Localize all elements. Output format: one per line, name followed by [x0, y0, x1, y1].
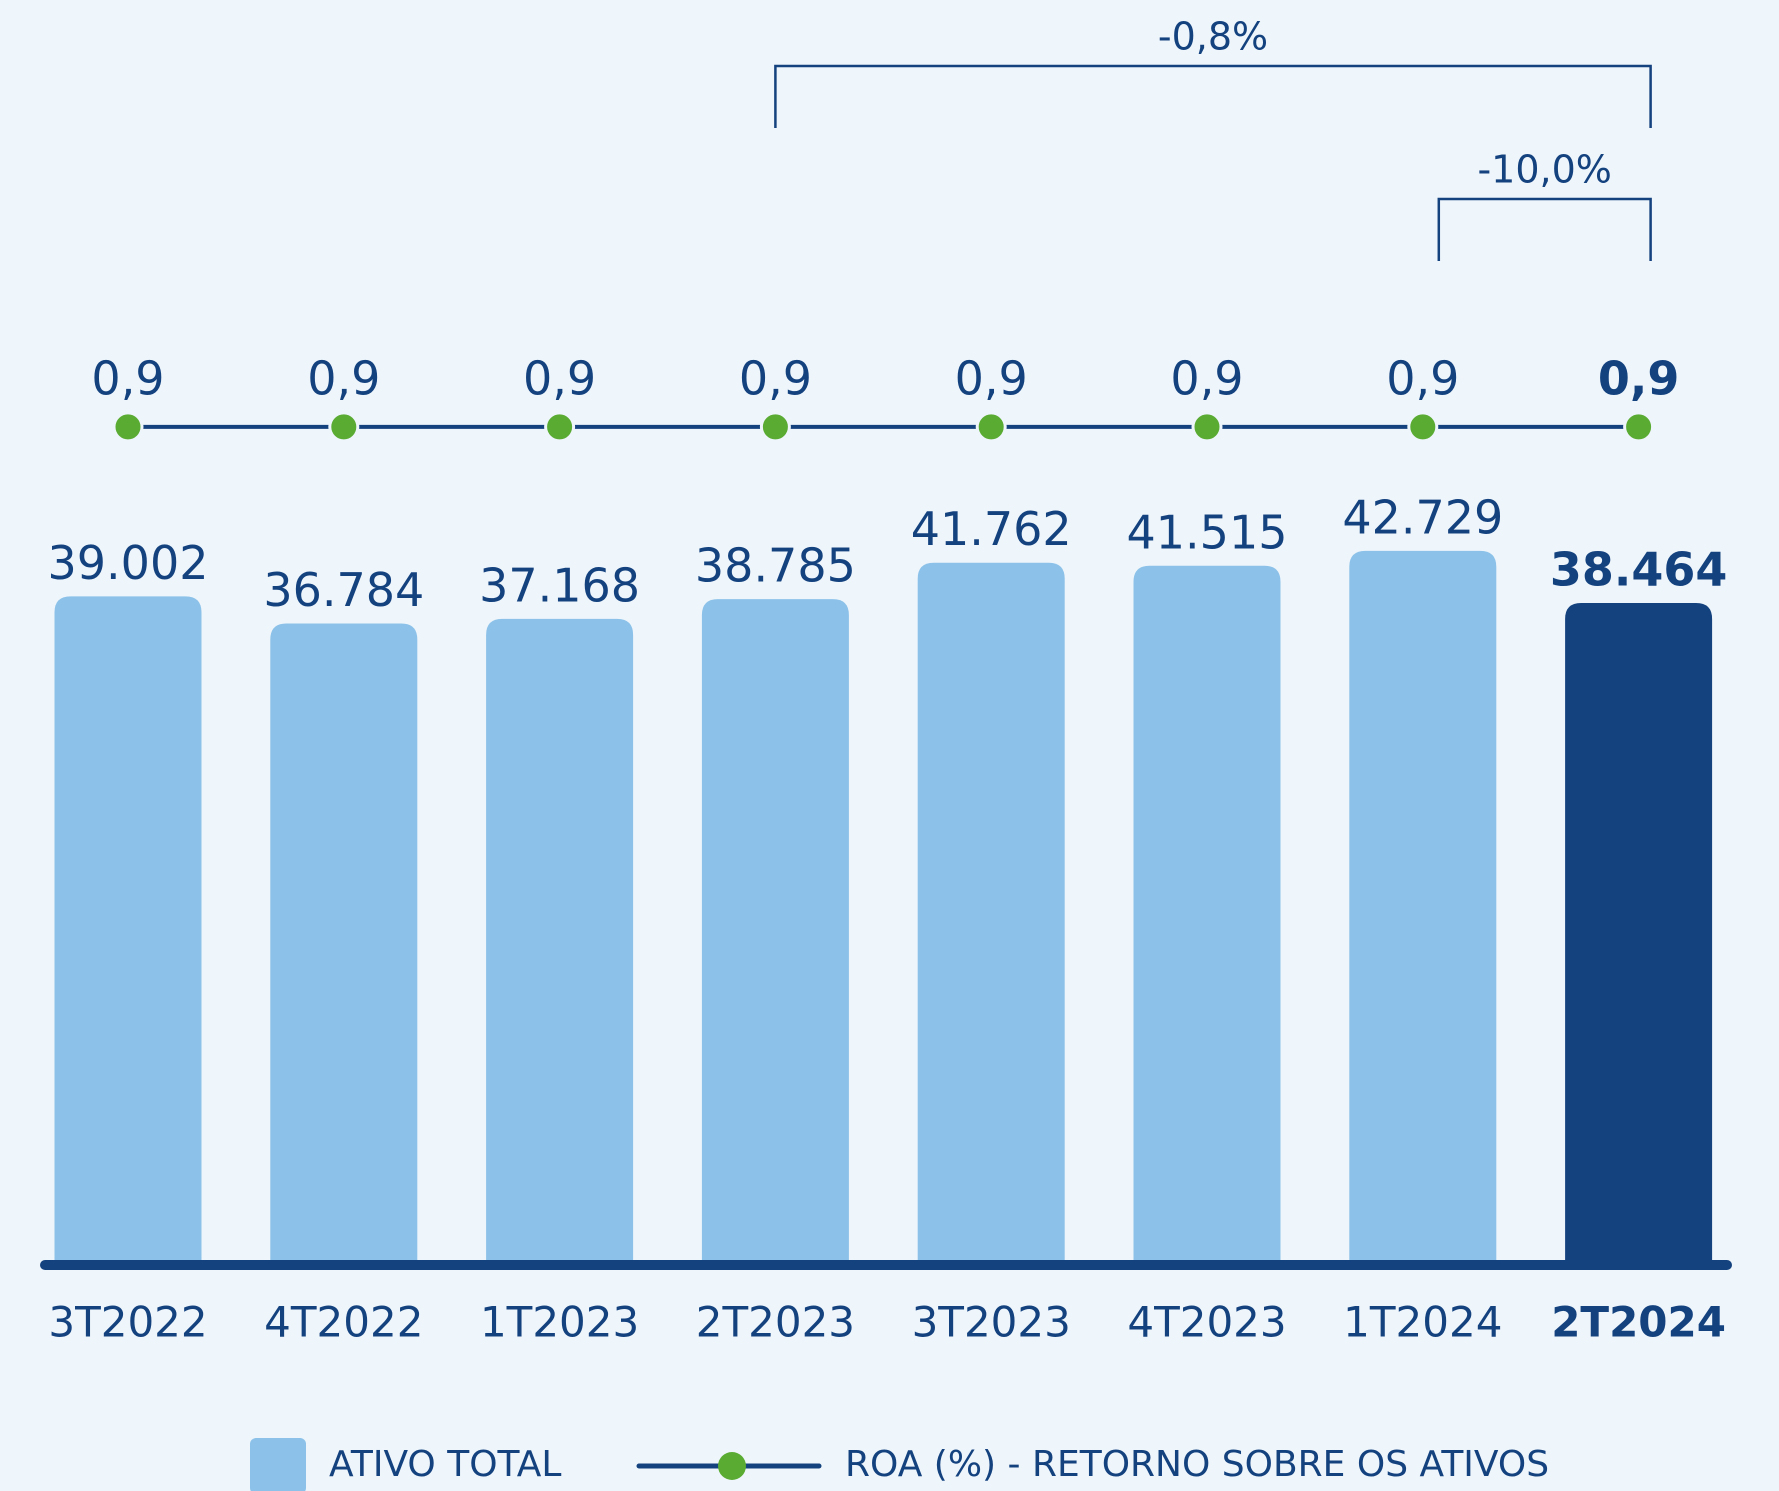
bar-value-label: 38.464: [1550, 542, 1728, 596]
roa-marker: [330, 413, 358, 441]
bar-value-label: 42.729: [1342, 490, 1503, 544]
bar-value-label: 39.002: [48, 536, 209, 590]
bar-value-label: 41.515: [1127, 505, 1288, 559]
bar: [486, 619, 633, 1263]
x-tick-label: 1T2023: [480, 1298, 639, 1347]
bar: [918, 563, 1065, 1263]
bar: [1134, 566, 1281, 1263]
x-tick-label: 3T2023: [912, 1298, 1071, 1347]
bar-value-label: 41.762: [911, 502, 1072, 556]
legend-swatch: [250, 1438, 306, 1491]
chart: 39.002 36.784 37.168 38.785 41.762 41.515 42.7…: [0, 0, 1779, 1491]
change-annotation: -0,8%: [1158, 15, 1268, 59]
roa-marker: [1193, 413, 1221, 441]
roa-marker: [761, 413, 789, 441]
roa-value-label: 0,9: [307, 351, 380, 405]
roa-marker: [977, 413, 1005, 441]
legend-marker: [718, 1452, 746, 1480]
roa-value-label: 0,9: [1170, 351, 1243, 405]
legend-label: ATIVO TOTAL: [329, 1444, 561, 1485]
x-tick-label: 3T2022: [48, 1298, 207, 1347]
x-tick-label: 1T2024: [1343, 1298, 1502, 1347]
roa-value-label: 0,9: [523, 351, 596, 405]
bar-value-label: 38.785: [695, 539, 856, 593]
roa-value-label: 0,9: [1386, 351, 1459, 405]
bar-value-label: 36.784: [263, 563, 424, 617]
roa-value-label: 0,9: [91, 351, 164, 405]
change-annotation: -10,0%: [1477, 148, 1611, 192]
x-tick-label: 4T2022: [264, 1298, 423, 1347]
roa-marker: [114, 413, 142, 441]
roa-value-label: 0,9: [955, 351, 1028, 405]
x-tick-label: 2T2023: [696, 1298, 855, 1347]
legend-label: ROA (%) - RETORNO SOBRE OS ATIVOS: [845, 1444, 1549, 1485]
bar: [270, 624, 417, 1263]
bar: [1565, 603, 1712, 1263]
x-tick-label: 4T2023: [1127, 1298, 1286, 1347]
bar-value-label: 37.168: [479, 558, 640, 612]
x-tick-label: 2T2024: [1551, 1298, 1726, 1347]
roa-marker: [1409, 413, 1437, 441]
roa-value-label: 0,9: [1598, 351, 1680, 405]
bar: [702, 599, 849, 1263]
bar: [1349, 551, 1496, 1263]
roa-marker: [546, 413, 574, 441]
bar: [55, 596, 202, 1263]
roa-marker: [1625, 413, 1653, 441]
roa-value-label: 0,9: [739, 351, 812, 405]
